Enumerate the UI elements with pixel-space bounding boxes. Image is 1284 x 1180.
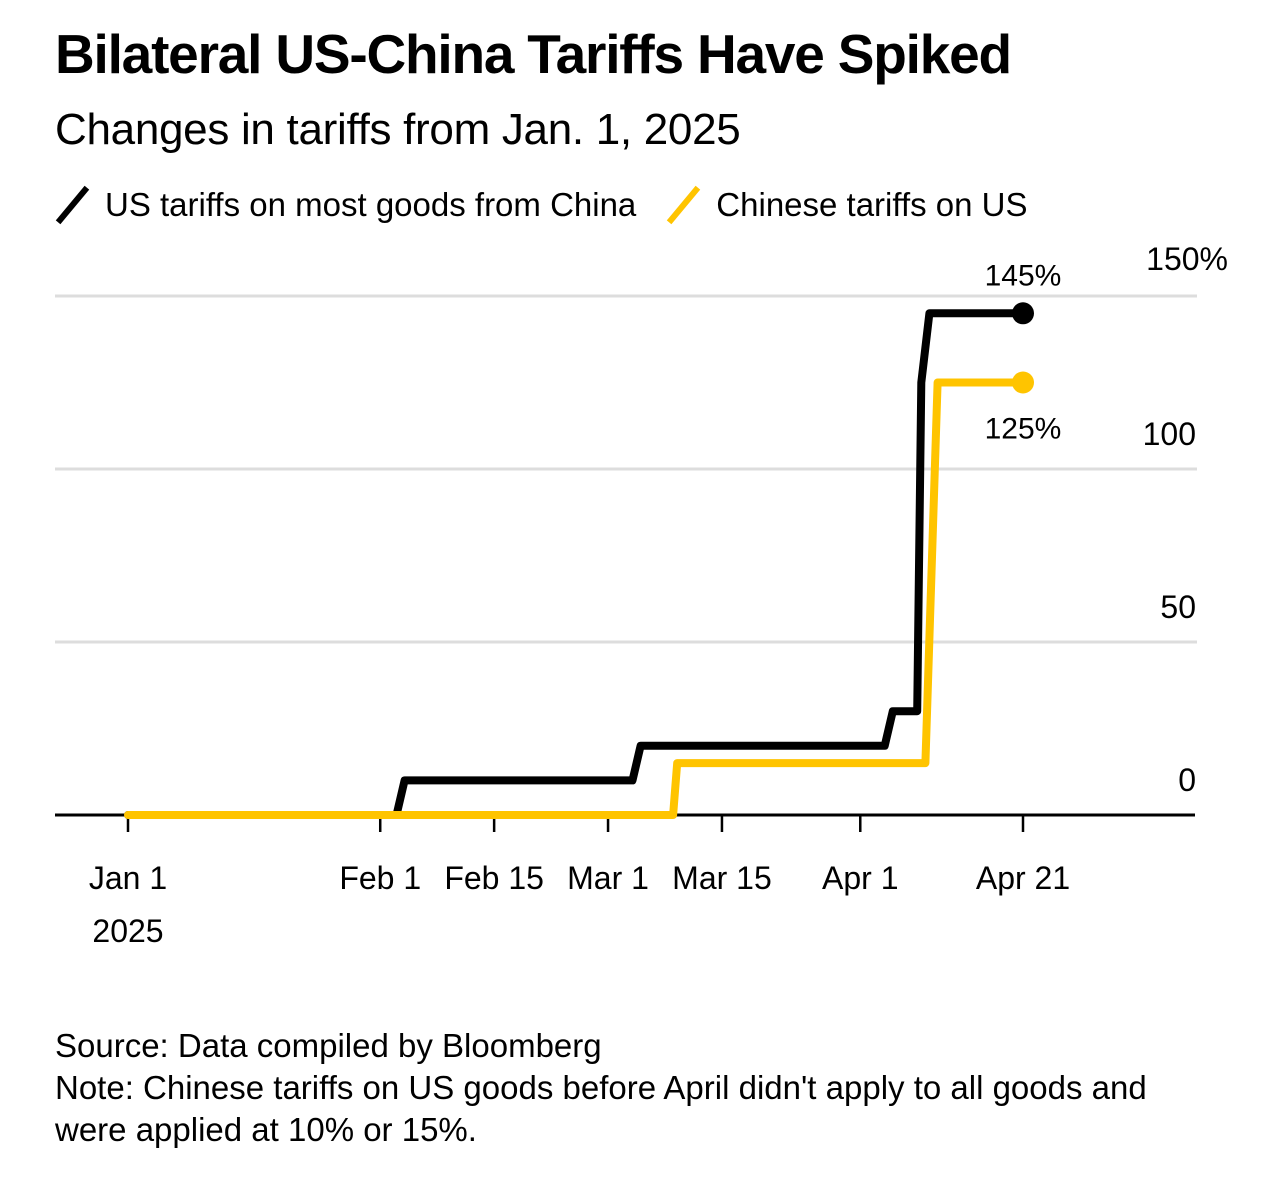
series-line-us: [124, 309, 1027, 819]
y-tick-label: 100: [1143, 416, 1196, 452]
y-tick-label: 0: [1178, 762, 1196, 798]
x-tick-label: Feb 15: [444, 860, 544, 896]
footer: Source: Data compiled by Bloomberg Note:…: [55, 1025, 1205, 1151]
legend-swatch-china-icon: [667, 185, 701, 225]
x-tick-label: Feb 1: [339, 860, 421, 896]
series-end-marker-china: [1012, 371, 1034, 394]
chart-subtitle: Changes in tariffs from Jan. 1, 2025: [55, 105, 741, 154]
x-tick-label: Apr 21: [976, 860, 1070, 896]
legend-swatch-us-icon: [55, 185, 90, 225]
y-tick-label: 50: [1160, 589, 1196, 625]
source-note: Source: Data compiled by Bloomberg: [55, 1027, 602, 1064]
footnote: Note: Chinese tariffs on US goods before…: [55, 1069, 1147, 1148]
x-tick-label: Apr 1: [822, 860, 898, 896]
series-line-china: [124, 378, 1027, 819]
x-tick-label: Mar 1: [567, 860, 649, 896]
x-tick-label: Mar 15: [672, 860, 772, 896]
series-end-marker-us: [1012, 302, 1034, 325]
series-end-label-china: 125%: [985, 413, 1062, 446]
legend-label-china: Chinese tariffs on US: [716, 186, 1028, 223]
legend-item-china: Chinese tariffs on US: [666, 185, 1028, 225]
y-tick-label: 150%: [1146, 241, 1228, 277]
x-tick-sublabel: 2025: [92, 913, 163, 949]
legend-label-us: US tariffs on most goods from China: [105, 186, 637, 223]
legend: US tariffs on most goods from China Chin…: [55, 185, 1058, 225]
legend-item-us: US tariffs on most goods from China: [55, 185, 636, 225]
x-tick-label: Jan 1: [89, 860, 167, 896]
chart-title: Bilateral US-China Tariffs Have Spiked: [55, 23, 1012, 85]
series-end-label-us: 145%: [985, 259, 1062, 292]
